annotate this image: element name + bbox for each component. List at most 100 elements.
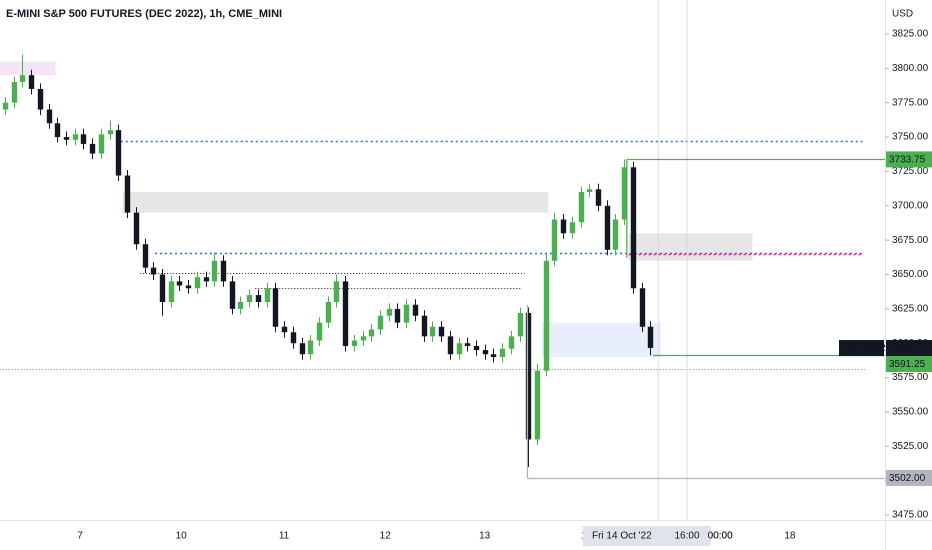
zone xyxy=(0,61,56,76)
price-tag xyxy=(886,340,932,357)
candle-body xyxy=(438,326,445,337)
candle-body xyxy=(333,281,340,302)
candle-body xyxy=(647,326,654,349)
x-tick-label: 16:00 xyxy=(674,531,699,542)
crosshair-label: Fri 14 Oct '22 xyxy=(592,531,652,542)
candle-body xyxy=(525,312,532,440)
candle-body xyxy=(159,274,166,302)
candle-body xyxy=(11,82,18,103)
candle-body xyxy=(351,340,358,346)
candle-body xyxy=(28,75,35,89)
price-tag xyxy=(886,356,932,373)
candle-body xyxy=(89,143,96,154)
candle-body xyxy=(534,370,541,440)
candle-body xyxy=(307,340,314,355)
candle-body xyxy=(499,348,506,357)
candle-body xyxy=(464,343,471,346)
y-tick-label: 3650.00 xyxy=(892,269,929,280)
candle-body xyxy=(176,281,183,286)
candle-body xyxy=(220,260,227,282)
candle-body xyxy=(115,130,122,176)
price-tag-label: 3591.25 xyxy=(889,359,926,370)
candle-body xyxy=(595,189,602,206)
crosshair-box xyxy=(582,526,711,546)
candle-body xyxy=(421,315,428,337)
candle-body xyxy=(316,322,323,341)
candle-body xyxy=(386,308,393,316)
candle-body xyxy=(447,336,454,355)
candle-body xyxy=(543,260,550,371)
zone xyxy=(541,322,661,357)
x-tick-label: 00:00 xyxy=(708,531,733,542)
candle-body xyxy=(37,88,44,110)
y-tick-label: 3475.00 xyxy=(892,510,929,521)
candle-body xyxy=(621,167,628,220)
y-tick-label: 3700.00 xyxy=(892,200,929,211)
candle-body xyxy=(290,332,297,344)
candle-body xyxy=(482,350,489,355)
candle-body xyxy=(342,281,349,346)
candle-body xyxy=(107,130,114,135)
candle-body xyxy=(46,109,53,124)
candle-body xyxy=(80,134,87,144)
candle-body xyxy=(429,326,436,337)
y-tick-label: 3800.00 xyxy=(892,63,929,74)
price-tag xyxy=(886,469,932,486)
zone xyxy=(628,233,753,261)
candle-body xyxy=(586,189,593,193)
candle-body xyxy=(612,219,619,250)
candle-body xyxy=(237,301,244,309)
candle-body xyxy=(246,295,253,302)
candle-body xyxy=(19,75,26,83)
candle-body xyxy=(360,336,367,341)
candle-body xyxy=(203,277,210,282)
candle-body xyxy=(403,304,410,323)
candle-body xyxy=(142,244,149,268)
symbol-tag xyxy=(839,340,884,357)
candle-body xyxy=(264,288,271,302)
candle-body xyxy=(560,219,567,234)
candle-body xyxy=(98,134,105,154)
candle-body xyxy=(517,312,524,337)
candle-body xyxy=(569,222,576,234)
candle-body xyxy=(194,277,201,289)
price-tag-label: 3502.00 xyxy=(889,473,926,484)
x-tick-label: 7 xyxy=(77,531,83,542)
candle-body xyxy=(2,102,9,110)
y-tick-label: 3725.00 xyxy=(892,166,929,177)
candle-body xyxy=(508,336,515,349)
candle-body xyxy=(368,329,375,337)
candle-body xyxy=(281,326,288,333)
candle-body xyxy=(211,260,218,282)
candle-body xyxy=(639,288,646,327)
candle-body xyxy=(255,295,262,302)
candle-body xyxy=(473,345,480,351)
price-tag-label: 3733.75 xyxy=(889,155,926,166)
candle-body xyxy=(490,354,497,357)
candle-body xyxy=(325,301,332,323)
x-tick-label: 18 xyxy=(784,531,796,542)
candle-body xyxy=(604,205,611,250)
candle-body xyxy=(63,137,70,140)
candle-body xyxy=(551,219,558,261)
y-tick-label: 3675.00 xyxy=(892,235,929,246)
price-tag-label: 3596.50 xyxy=(889,343,926,354)
x-tick-label: 13 xyxy=(479,531,491,542)
candle-body xyxy=(578,192,585,223)
x-tick-label: 10 xyxy=(176,531,188,542)
candle-body xyxy=(456,343,463,355)
x-tick-label: 11 xyxy=(279,531,290,542)
y-tick-label: 3750.00 xyxy=(892,132,929,143)
candle-body xyxy=(272,288,279,327)
y-tick-label: 3825.00 xyxy=(892,29,929,40)
x-tick-label: 12 xyxy=(380,531,392,542)
candle-body xyxy=(299,343,306,355)
y-tick-label: 3525.00 xyxy=(892,441,929,452)
candle-body xyxy=(72,134,79,140)
candle-body xyxy=(630,167,637,289)
candle-body xyxy=(394,308,401,323)
candle-body xyxy=(377,315,384,330)
